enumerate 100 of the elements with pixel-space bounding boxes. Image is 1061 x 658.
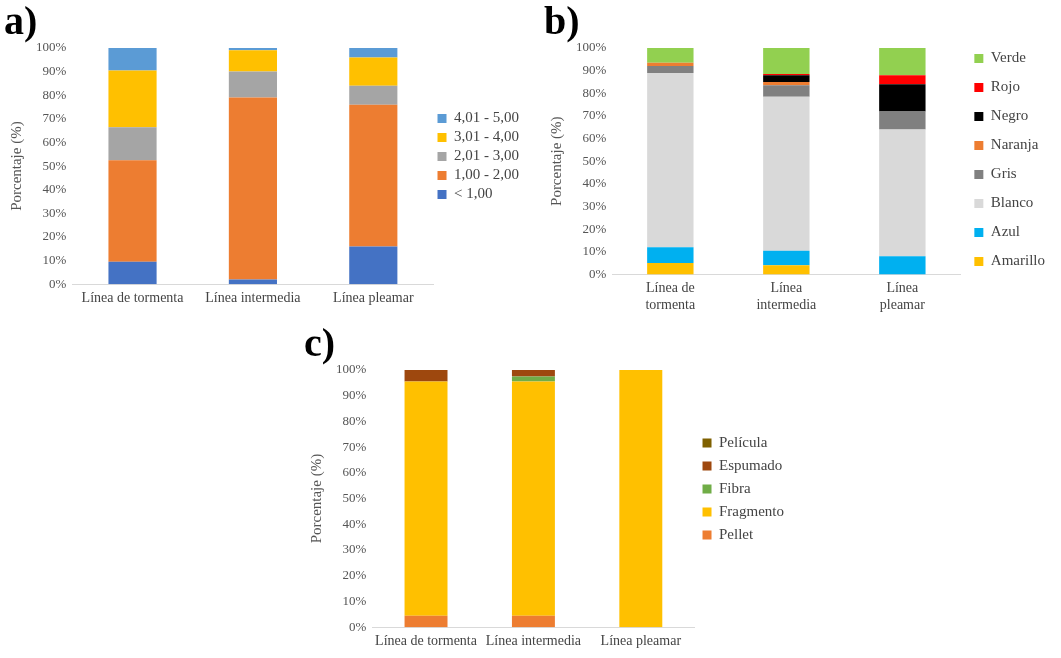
legend-label: Azul (990, 223, 1021, 240)
bar (619, 370, 663, 628)
bar (511, 381, 555, 616)
y-tick-label: 80% (342, 412, 367, 428)
y-tick-label: 10% (42, 252, 67, 267)
legend-label: Fragmento (719, 502, 785, 519)
y-tick-label: 50% (582, 152, 607, 168)
bar (404, 381, 448, 616)
legend-label: Rojo (990, 78, 1021, 95)
y-tick-label: 90% (342, 387, 367, 403)
bar (108, 48, 157, 71)
y-tick-label: 0% (588, 265, 607, 281)
legend-label: Gris (990, 165, 1017, 182)
y-tick-label: 100% (35, 39, 67, 55)
chart-title: a) (4, 0, 38, 44)
bar (647, 263, 694, 275)
bar (647, 66, 694, 73)
bar (108, 127, 157, 161)
bar (647, 72, 694, 248)
y-tick-label: 60% (42, 133, 67, 149)
bar (228, 279, 277, 285)
x-tick-label: Línea intermedia (485, 633, 582, 649)
legend-label: Pellet (719, 525, 754, 542)
bar (108, 261, 157, 285)
legend-label: Amarillo (990, 252, 1045, 269)
legend-label: Espumado (719, 456, 783, 473)
bar (108, 70, 157, 128)
y-tick-label: 80% (582, 84, 607, 100)
bar (228, 97, 277, 280)
bar (763, 265, 810, 275)
y-tick-label: 20% (42, 228, 67, 244)
y-tick-label: 70% (342, 438, 367, 454)
bar (108, 160, 157, 262)
bar (647, 48, 694, 63)
legend-label: Naranja (990, 136, 1039, 153)
x-tick-label: Línea pleamar (600, 633, 682, 649)
y-tick-label: 70% (582, 107, 607, 123)
y-tick-label: 40% (42, 181, 67, 197)
x-tick-label: Línea pleamar (879, 280, 926, 313)
y-axis-title: Porcentaje (%) (547, 116, 565, 206)
y-tick-label: 10% (342, 592, 367, 608)
y-tick-label: 70% (42, 110, 67, 126)
legend-label: Película (719, 433, 768, 450)
chart-title: c) (304, 320, 336, 366)
bar (879, 129, 926, 257)
y-tick-label: 30% (582, 197, 607, 213)
y-tick-label: 80% (42, 86, 67, 102)
x-tick-label: Línea de tormenta (375, 633, 478, 649)
legend-label: Fibra (719, 479, 752, 496)
y-tick-label: 60% (342, 464, 367, 480)
y-tick-label: 50% (42, 157, 67, 173)
bar (647, 247, 694, 264)
legend-label: 3,01 - 4,00 (454, 128, 519, 145)
y-tick-label: 20% (582, 220, 607, 236)
y-tick-label: 90% (42, 63, 67, 79)
x-tick-label: Línea de tormenta (645, 280, 696, 313)
bar (511, 370, 555, 377)
legend-label: < 1,00 (454, 185, 493, 202)
y-tick-label: 0% (48, 275, 67, 291)
x-tick-label: Línea intermedia (205, 290, 302, 306)
x-tick-label: Línea de tormenta (81, 290, 185, 306)
y-tick-label: 50% (342, 490, 367, 506)
bar (879, 256, 926, 275)
y-tick-label: 40% (582, 175, 607, 191)
y-tick-label: 10% (582, 243, 607, 259)
bar (879, 111, 926, 130)
bar (763, 48, 810, 75)
y-tick-label: 30% (42, 204, 67, 220)
x-tick-label: Línea pleamar (333, 290, 414, 306)
y-axis-title: Porcentaje (%) (307, 453, 325, 544)
bar (763, 85, 810, 97)
bar (763, 250, 810, 266)
legend-label: Verde (990, 49, 1027, 66)
y-tick-label: 100% (335, 361, 367, 377)
y-axis-title: Porcentaje (%) (7, 121, 25, 211)
bar (404, 615, 448, 628)
y-tick-label: 60% (582, 129, 607, 145)
bar (228, 50, 277, 72)
bar (349, 57, 398, 86)
legend-label: 4,01 - 5,00 (454, 109, 519, 126)
bar (349, 48, 398, 58)
y-tick-label: 20% (342, 567, 367, 583)
bar (349, 104, 398, 247)
bar (879, 84, 926, 112)
bar (228, 71, 277, 98)
bar (404, 370, 448, 382)
y-tick-label: 90% (582, 62, 607, 78)
bar (349, 85, 398, 105)
legend-label: 2,01 - 3,00 (454, 147, 519, 164)
bar (511, 376, 555, 382)
bar (349, 246, 398, 285)
bar (763, 96, 810, 251)
legend-label: Blanco (990, 194, 1034, 211)
bar (511, 615, 555, 628)
bar (763, 75, 810, 82)
y-tick-label: 40% (342, 515, 367, 531)
bar (879, 75, 926, 85)
y-tick-label: 0% (348, 618, 367, 634)
legend-label: 1,00 - 2,00 (454, 166, 519, 183)
legend-label: Negro (990, 107, 1029, 124)
